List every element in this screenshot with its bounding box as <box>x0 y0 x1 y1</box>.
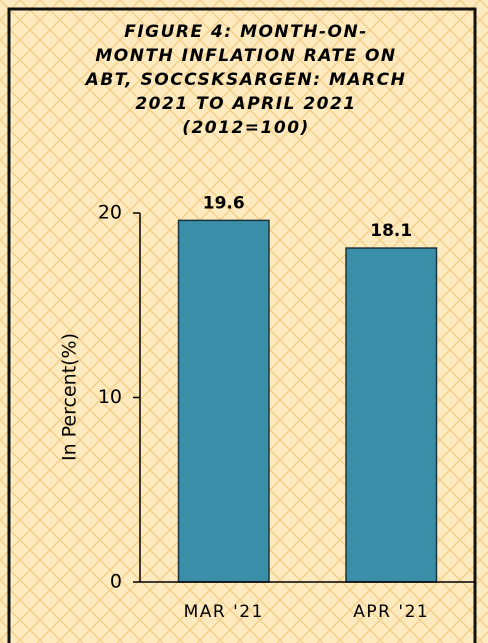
x-tick-label: MAR '21 <box>184 602 264 622</box>
bar <box>177 219 270 583</box>
chart-title: 2021 TO APRIL 2021 <box>135 94 356 114</box>
x-tick-label: APR '21 <box>353 602 429 622</box>
chart-title: MONTH INFLATION RATE ON <box>95 46 396 66</box>
y-tick-label: 20 <box>98 202 122 224</box>
bar <box>345 247 438 583</box>
value-label: 18.1 <box>370 221 412 241</box>
y-axis-label: In Percent(%) <box>59 333 81 461</box>
frame <box>7 7 477 643</box>
chart-title: FIGURE 4: MONTH-ON- <box>124 22 368 42</box>
y-tick-label: 0 <box>110 571 122 593</box>
chart-title: (2012=100) <box>182 118 310 138</box>
y-tick-label: 10 <box>98 386 122 408</box>
chart-title: ABT, SOCCSKSARGEN: MARCH <box>84 70 407 90</box>
value-label: 19.6 <box>203 193 245 213</box>
